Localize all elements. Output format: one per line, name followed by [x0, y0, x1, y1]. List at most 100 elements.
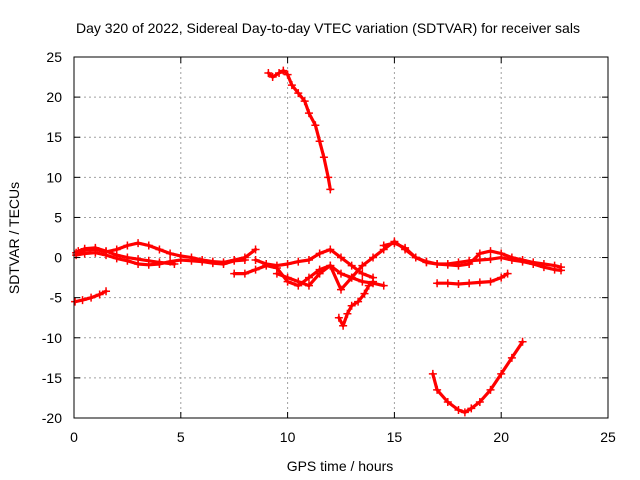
data-point [465, 256, 474, 265]
data-point [465, 279, 474, 288]
data-point [326, 261, 335, 270]
data-point [80, 244, 89, 253]
data-point [87, 293, 96, 302]
data-series-track-a [74, 241, 258, 264]
data-point [78, 296, 87, 305]
data-point [443, 279, 452, 288]
data-point [539, 263, 548, 272]
data-point [71, 297, 80, 306]
data-point [360, 289, 369, 298]
data-point [219, 259, 228, 268]
data-point [358, 261, 367, 270]
data-point [187, 256, 196, 265]
data-point [475, 255, 484, 264]
data-point [497, 273, 506, 282]
data-point [279, 66, 288, 75]
data-point [443, 397, 452, 406]
x-tick-label: 25 [600, 429, 616, 445]
data-point [144, 241, 153, 250]
data-point [294, 257, 303, 266]
data-point [251, 265, 260, 274]
y-tick-label: 20 [46, 89, 62, 105]
plot-frame [73, 56, 609, 419]
data-point [123, 241, 132, 250]
data-point [230, 256, 239, 265]
data-point [304, 109, 313, 118]
y-tick-label: 0 [54, 250, 62, 266]
data-point [339, 321, 348, 330]
data-point [454, 280, 463, 289]
y-tick-label: 5 [54, 209, 62, 225]
data-point [95, 290, 104, 299]
y-tick-label: -20 [42, 410, 62, 426]
data-point [428, 369, 437, 378]
data-point [433, 385, 442, 394]
data-point [411, 253, 420, 262]
data-point [358, 277, 367, 286]
data-point [144, 256, 153, 265]
data-point [283, 273, 292, 282]
data-point [422, 258, 431, 267]
data-point [379, 281, 388, 290]
x-tick-label: 15 [387, 429, 403, 445]
x-tick-label: 0 [70, 429, 78, 445]
data-point [102, 247, 111, 256]
data-point [433, 279, 442, 288]
y-tick-label: 15 [46, 129, 62, 145]
data-point [112, 251, 121, 260]
data-point [518, 337, 527, 346]
data-point [486, 277, 495, 286]
data-point [326, 185, 335, 194]
x-tick-label: 5 [177, 429, 185, 445]
data-point [315, 137, 324, 146]
data-point [557, 266, 566, 275]
y-tick-label: -5 [50, 290, 63, 306]
y-tick-label: -15 [42, 370, 62, 386]
data-point [364, 281, 373, 290]
data-point [304, 255, 313, 264]
data-point [347, 261, 356, 270]
data-point [343, 309, 352, 318]
data-point [272, 269, 281, 278]
data-point [326, 245, 335, 254]
data-point [91, 243, 100, 252]
data-series-track-h [275, 239, 563, 292]
data-point [251, 245, 260, 254]
plot-area [71, 66, 566, 417]
data-point [287, 81, 296, 90]
data-point [230, 269, 239, 278]
data-point [272, 261, 281, 270]
data-point [486, 255, 495, 264]
data-point [240, 269, 249, 278]
data-point [251, 255, 260, 264]
data-point [529, 259, 538, 268]
data-point [283, 70, 292, 79]
data-point [311, 121, 320, 130]
data-point [475, 397, 484, 406]
data-point [155, 245, 164, 254]
grid [74, 57, 608, 418]
data-point [550, 265, 559, 274]
data-point [294, 89, 303, 98]
data-point [503, 269, 512, 278]
data-point [315, 269, 324, 278]
y-tick-label: 25 [46, 49, 62, 65]
data-point [304, 273, 313, 282]
data-point [379, 241, 388, 250]
data-point [454, 405, 463, 414]
data-point [507, 353, 516, 362]
data-point [347, 301, 356, 310]
data-series-track-e [266, 68, 332, 191]
data-series-track-c [76, 246, 176, 266]
data-point [486, 385, 495, 394]
data-point [467, 404, 476, 413]
y-tick-label: 10 [46, 169, 62, 185]
data-point [390, 239, 399, 248]
data-point [369, 277, 378, 286]
data-point [497, 253, 506, 262]
data-point [208, 259, 217, 268]
data-point [294, 277, 303, 286]
y-tick-label: -10 [42, 330, 62, 346]
data-point [507, 255, 516, 264]
